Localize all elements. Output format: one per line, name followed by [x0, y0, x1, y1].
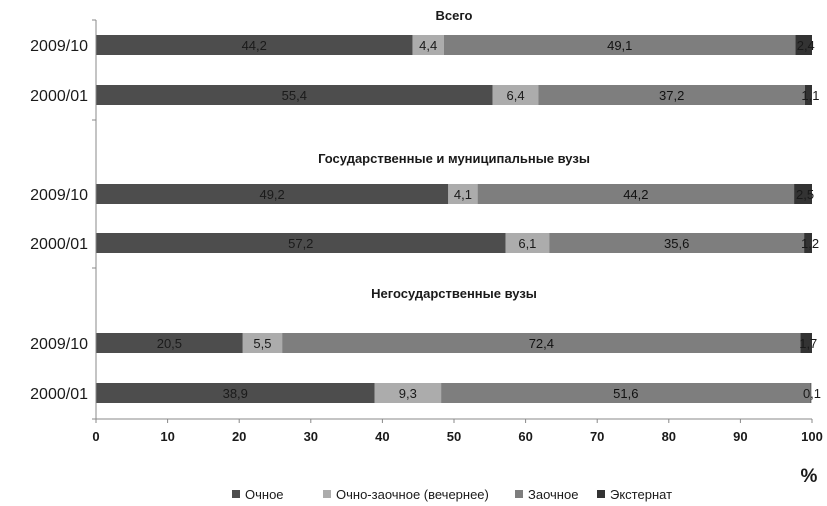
- x-tick-label: 10: [160, 429, 174, 444]
- bar-segment: [538, 85, 805, 105]
- data-label: 38,9: [223, 386, 248, 401]
- bar-segment: [448, 184, 478, 204]
- data-label: 9,3: [399, 386, 417, 401]
- bar-segment: [441, 383, 811, 403]
- legend-label: Экстернат: [610, 487, 672, 502]
- data-label: 1,1: [801, 88, 819, 103]
- row-label: 2000/01: [30, 236, 88, 253]
- bar-segment: [492, 85, 539, 105]
- row-label: 2009/10: [30, 187, 88, 204]
- data-label: 2,4: [797, 38, 815, 53]
- bar-segment: [242, 333, 283, 353]
- data-label: 0,1: [803, 386, 821, 401]
- data-label: 44,2: [623, 187, 648, 202]
- bar-segment: [96, 333, 243, 353]
- bar-segment: [282, 333, 801, 353]
- x-tick-label: 20: [232, 429, 246, 444]
- data-label: 5,5: [253, 336, 271, 351]
- data-label: 49,2: [259, 187, 284, 202]
- data-label: 6,4: [507, 88, 525, 103]
- legend-label: Заочное: [528, 487, 578, 502]
- bar-segment: [96, 233, 506, 253]
- group-title: Всего: [435, 8, 472, 23]
- x-tick-label: 30: [304, 429, 318, 444]
- bar-segment: [374, 383, 442, 403]
- bar-segment: [804, 233, 812, 253]
- x-tick-label: 0: [92, 429, 99, 444]
- bar-segment: [96, 184, 449, 204]
- bar-segment: [505, 233, 550, 253]
- legend-swatch: [323, 490, 331, 498]
- bar-segment: [794, 184, 812, 204]
- data-label: 57,2: [288, 236, 313, 251]
- data-label: 72,4: [529, 336, 554, 351]
- x-tick-label: 50: [447, 429, 461, 444]
- data-label: 37,2: [659, 88, 684, 103]
- legend-label: Очное: [245, 487, 284, 502]
- bar-segment: [795, 35, 812, 55]
- x-tick-label: 70: [590, 429, 604, 444]
- bar-segment: [96, 35, 413, 55]
- group-title: Государственные и муниципальные вузы: [318, 151, 590, 166]
- row-label: 2009/10: [30, 336, 88, 353]
- legend-label: Очно-заочное (вечернее): [336, 487, 489, 502]
- data-label: 1,2: [801, 236, 819, 251]
- data-label: 1,7: [799, 336, 817, 351]
- bar-segment: [800, 333, 812, 353]
- data-label: 51,6: [613, 386, 638, 401]
- data-label: 4,1: [454, 187, 472, 202]
- x-tick-label: 80: [662, 429, 676, 444]
- legend: Очное Очно-заочное (вечернее) Заочное Эксте…: [232, 487, 672, 502]
- x-tick-label: 40: [375, 429, 389, 444]
- data-label: 35,6: [664, 236, 689, 251]
- bar-segment: [549, 233, 805, 253]
- bar-segment: [96, 85, 493, 105]
- bar-segment: [810, 383, 812, 403]
- bar-segment: [804, 85, 812, 105]
- labels-layer: Всего 2009/10 44,2 4,4 49,1 2,4 2000/01 55,4 6,4…: [30, 8, 821, 403]
- row-label: 2000/01: [30, 386, 88, 403]
- legend-swatch: [232, 490, 240, 498]
- x-tick-label: 100: [801, 429, 823, 444]
- row-label: 2000/01: [30, 88, 88, 105]
- x-tick-label: 60: [518, 429, 532, 444]
- bar-segment: [412, 35, 444, 55]
- x-axis: 0 10 20 30 40 50 60 70 80 90 100%: [92, 19, 823, 487]
- group-title: Негосударственные вузы: [371, 286, 537, 301]
- data-label: 44,2: [242, 38, 267, 53]
- bar-segment: [96, 383, 375, 403]
- data-label: 49,1: [607, 38, 632, 53]
- row-label: 2009/10: [30, 38, 88, 55]
- x-tick-label: 90: [733, 429, 747, 444]
- x-unit-label: %: [801, 466, 818, 487]
- legend-swatch: [597, 490, 605, 498]
- data-label: 55,4: [282, 88, 307, 103]
- bars-layer: [96, 35, 812, 403]
- data-label: 6,1: [518, 236, 536, 251]
- data-label: 2,5: [796, 187, 814, 202]
- data-label: 4,4: [419, 38, 437, 53]
- bar-segment: [477, 184, 795, 204]
- bar-segment: [443, 35, 796, 55]
- legend-swatch: [515, 490, 523, 498]
- data-label: 20,5: [157, 336, 182, 351]
